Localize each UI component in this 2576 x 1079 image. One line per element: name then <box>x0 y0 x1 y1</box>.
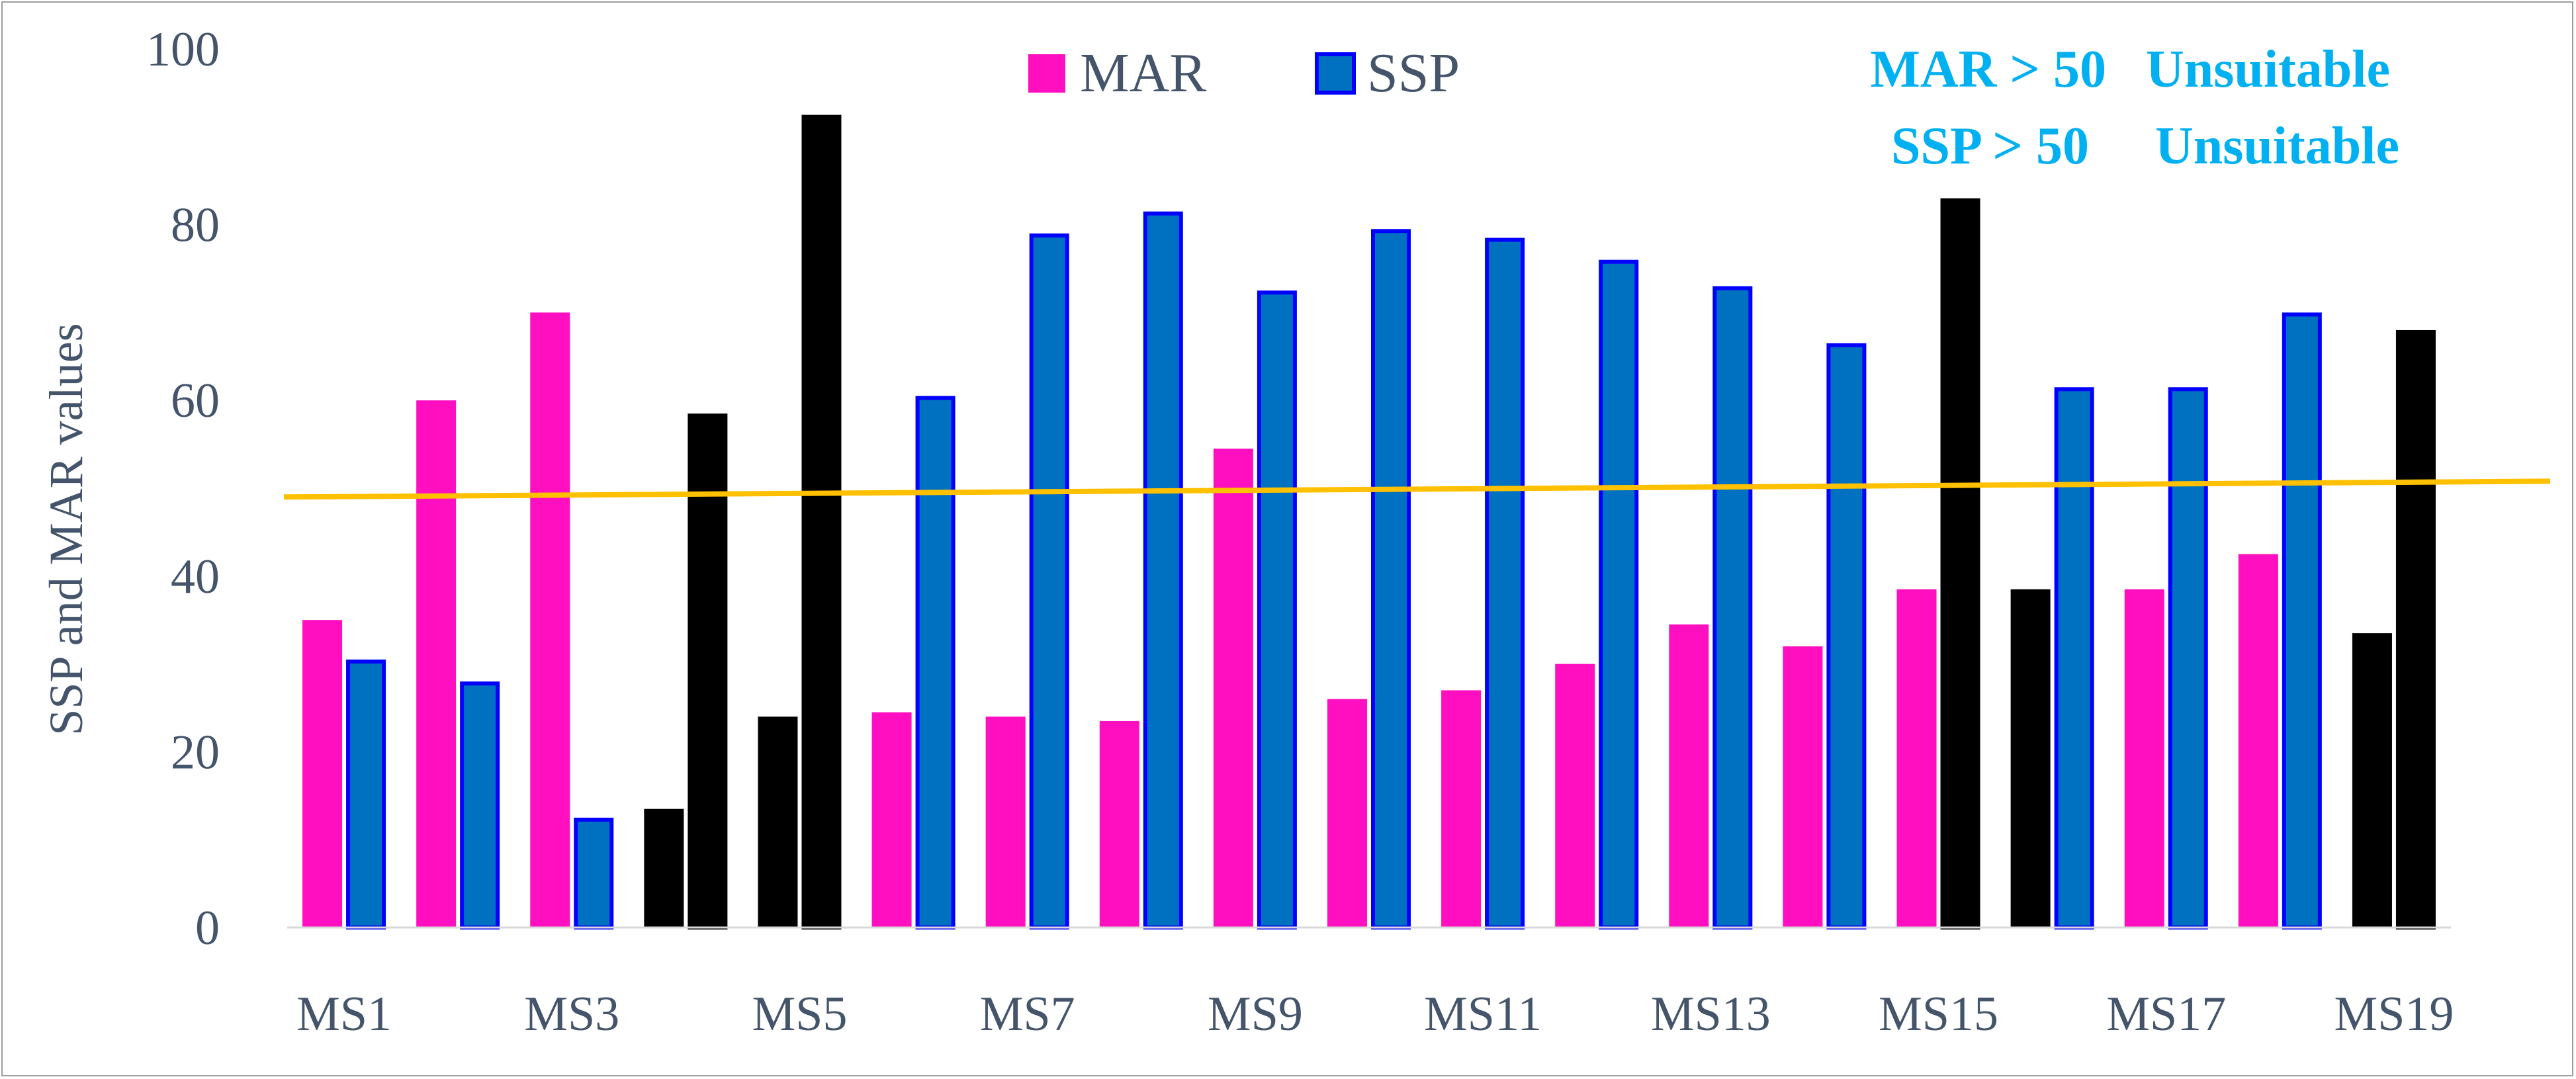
bar-mar-ms6 <box>871 712 912 928</box>
bar-mar-ms3 <box>530 312 570 928</box>
bar-ssp-ms6 <box>915 396 955 929</box>
bar-mar-ms12 <box>1555 664 1595 928</box>
bar-mar-ms4 <box>644 808 684 928</box>
bar-ssp-ms19 <box>2395 329 2436 929</box>
bar-mar-ms11 <box>1441 690 1482 928</box>
bar-ssp-ms18 <box>2282 312 2322 929</box>
bar-ssp-ms13 <box>1712 286 1753 929</box>
y-tick-label-40: 40 <box>171 550 220 604</box>
y-tick-label-0: 0 <box>195 901 220 955</box>
x-tick-label-ms5: MS5 <box>752 987 847 1041</box>
bar-mar-ms10 <box>1327 699 1367 928</box>
bar-mar-ms19 <box>2352 633 2392 928</box>
bar-mar-ms8 <box>1099 720 1139 928</box>
annotation-ssp-rule: SSP > 50 Unsuitable <box>1891 117 2399 175</box>
x-tick-label-ms1: MS1 <box>296 987 392 1041</box>
bar-ssp-ms5 <box>801 114 842 930</box>
y-tick-label-100: 100 <box>146 22 220 77</box>
threshold-line <box>283 478 2551 500</box>
x-tick-label-ms17: MS17 <box>2106 987 2226 1041</box>
bar-ssp-ms8 <box>1143 211 1183 929</box>
bar-ssp-ms7 <box>1029 233 1069 929</box>
y-axis-title: SSP and MAR values <box>40 323 93 735</box>
bar-mar-ms16 <box>2010 589 2051 928</box>
bar-ssp-ms9 <box>1257 290 1297 929</box>
bar-ssp-ms1 <box>346 659 386 930</box>
bar-ssp-ms16 <box>2054 387 2094 929</box>
bar-ssp-ms12 <box>1599 259 1639 930</box>
legend-swatch-ssp <box>1315 52 1356 95</box>
x-tick-label-ms15: MS15 <box>1879 987 1998 1041</box>
x-tick-label-ms13: MS13 <box>1651 987 1771 1041</box>
threshold-group <box>283 478 2551 500</box>
x-tick-label-ms3: MS3 <box>524 987 619 1041</box>
y-tick-labels: 0 20 40 60 80 100 <box>146 22 220 955</box>
x-tick-labels: MS1 MS3 MS5 MS7 MS9 MS11 MS13 MS15 MS17 MS19 <box>296 987 2454 1041</box>
bar-chart: 0 20 40 60 80 100 MS1 MS3 MS5 MS7 MS9 MS11 MS13 MS15… <box>40 22 2551 1041</box>
x-tick-label-ms19: MS19 <box>2334 987 2454 1041</box>
bar-mar-ms2 <box>416 400 457 928</box>
y-tick-label-20: 20 <box>171 725 220 779</box>
bar-ssp-ms17 <box>2168 387 2208 929</box>
bar-mar-ms1 <box>302 620 343 928</box>
bar-mar-ms13 <box>1669 624 1709 928</box>
bar-mar-ms5 <box>758 716 798 928</box>
bar-mar-ms17 <box>2124 589 2164 928</box>
legend-label-ssp: SSP <box>1367 42 1460 104</box>
bar-mar-ms18 <box>2238 554 2278 928</box>
y-tick-label-60: 60 <box>171 374 220 428</box>
bar-ssp-ms14 <box>1826 343 1867 929</box>
bar-mar-ms14 <box>1783 646 1823 928</box>
bar-mar-ms9 <box>1213 449 1253 928</box>
bar-ssp-ms2 <box>460 681 500 930</box>
y-tick-label-80: 80 <box>171 198 220 253</box>
bars-group <box>287 114 2451 930</box>
bar-ssp-ms3 <box>574 818 614 929</box>
x-tick-label-ms9: MS9 <box>1208 987 1303 1041</box>
annotation-mar-rule: MAR > 50 Unsuitable <box>1870 40 2390 99</box>
legend: MAR SSP <box>1028 42 1460 104</box>
bar-mar-ms15 <box>1896 589 1937 928</box>
legend-swatch-mar <box>1028 54 1065 93</box>
x-tick-label-ms7: MS7 <box>980 987 1075 1041</box>
bar-ssp-ms11 <box>1485 237 1525 929</box>
legend-label-mar: MAR <box>1080 42 1206 104</box>
bar-ssp-ms10 <box>1371 229 1411 929</box>
x-tick-label-ms11: MS11 <box>1424 987 1542 1041</box>
bar-mar-ms7 <box>985 716 1026 928</box>
bar-ssp-ms15 <box>1940 198 1980 929</box>
annotation-notes: MAR > 50 Unsuitable SSP > 50 Unsuitable <box>1870 40 2399 175</box>
